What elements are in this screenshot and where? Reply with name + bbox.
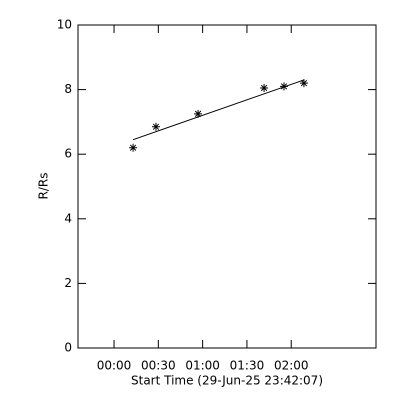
x-tick-label: 01:00 [185,359,220,373]
y-tick-label: 10 [57,18,72,32]
point [280,82,289,91]
y-tick-label: 6 [64,147,72,161]
x-tick-label: 02:00 [274,359,309,373]
x-tick-label: 00:00 [97,359,132,373]
point [151,122,160,131]
x-axis-label: Start Time (29-Jun-25 23:42:07) [131,374,323,388]
y-tick-label: 4 [64,211,72,225]
point [299,79,308,88]
plot-frame [77,24,377,349]
point [129,143,138,152]
x-tick-label: 01:30 [230,359,265,373]
y-tick-label: 8 [64,82,72,96]
y-tick-label: 2 [64,276,72,290]
y-axis-label: R/Rs [37,173,51,200]
x-tick-label: 00:30 [141,359,176,373]
point [260,83,269,92]
point [194,109,203,118]
y-tick-label: 0 [64,341,72,355]
fit-line [132,79,305,141]
